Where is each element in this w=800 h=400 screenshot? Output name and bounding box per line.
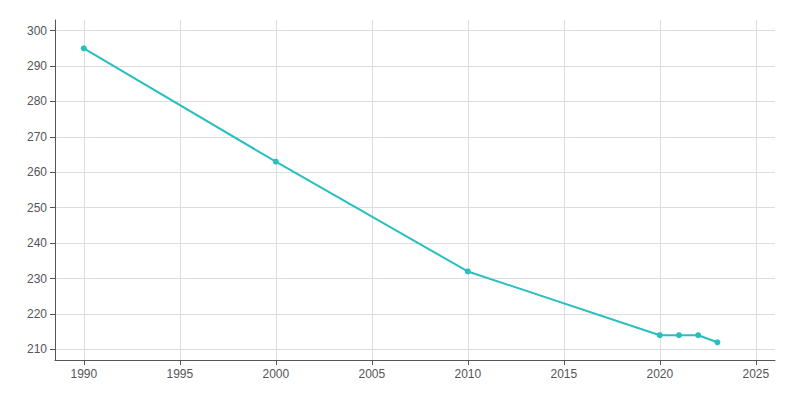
svg-text:220: 220 [27,307,47,321]
svg-text:1990: 1990 [70,367,97,381]
svg-text:260: 260 [27,165,47,179]
svg-text:2000: 2000 [262,367,289,381]
svg-text:2020: 2020 [646,367,673,381]
svg-text:290: 290 [27,59,47,73]
svg-text:210: 210 [27,342,47,356]
svg-text:2010: 2010 [454,367,481,381]
svg-text:1995: 1995 [166,367,193,381]
svg-text:2025: 2025 [742,367,769,381]
svg-text:300: 300 [27,24,47,38]
svg-text:2005: 2005 [358,367,385,381]
svg-text:230: 230 [27,272,47,286]
svg-text:240: 240 [27,236,47,250]
svg-text:250: 250 [27,201,47,215]
svg-text:2015: 2015 [550,367,577,381]
svg-text:280: 280 [27,94,47,108]
svg-text:270: 270 [27,130,47,144]
